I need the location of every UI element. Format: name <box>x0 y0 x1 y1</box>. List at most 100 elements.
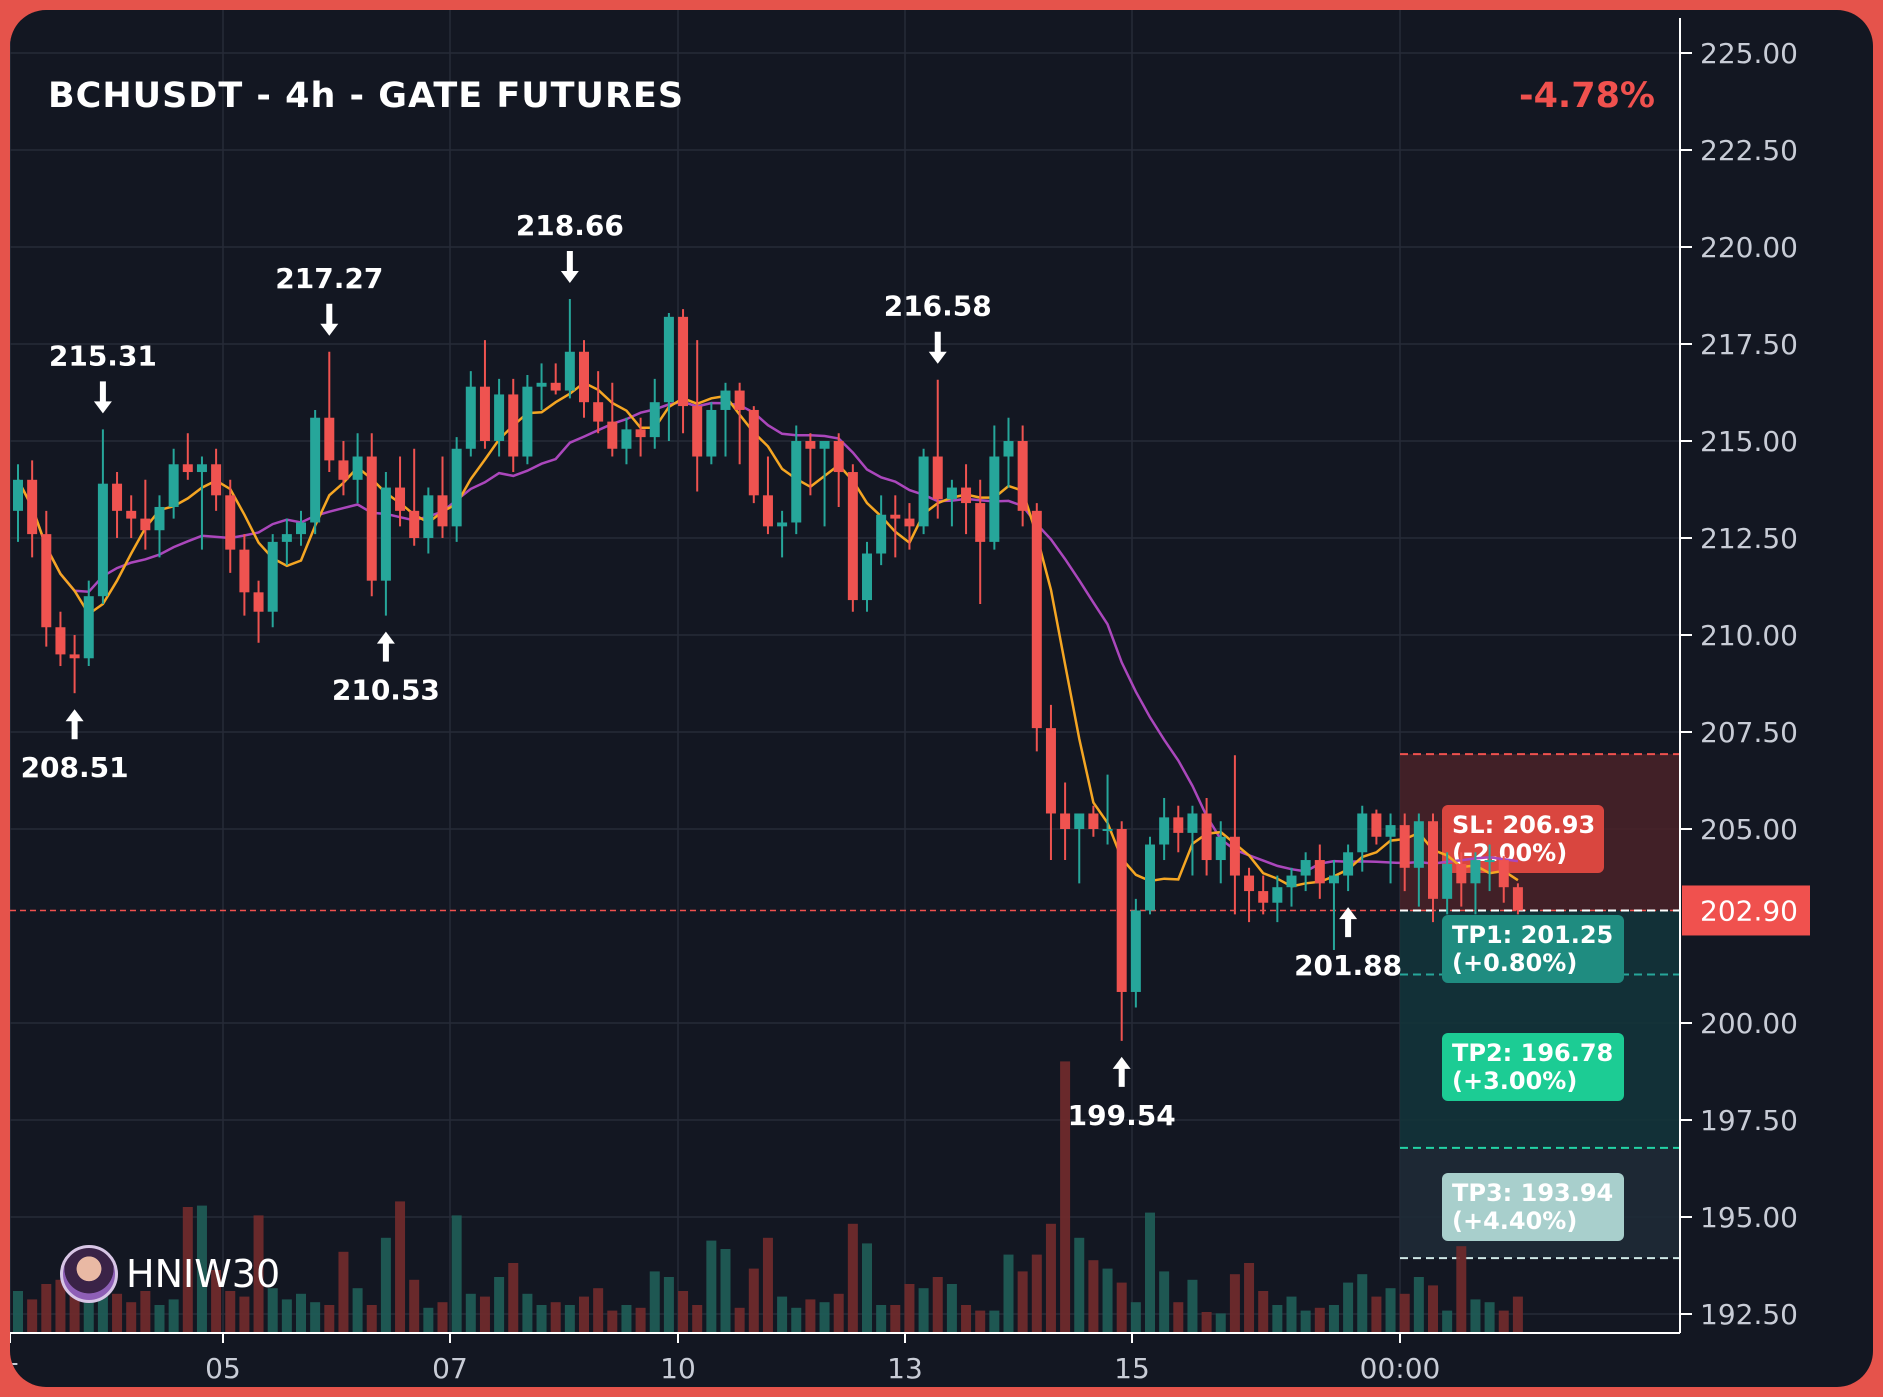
volume-bar <box>989 1310 1000 1333</box>
volume-bar <box>1456 1246 1467 1333</box>
volume-bar <box>791 1307 802 1333</box>
volume-bar <box>847 1223 858 1333</box>
candle-body <box>522 386 533 457</box>
volume-bar <box>833 1293 844 1333</box>
candle-body <box>1300 860 1311 876</box>
candle-body <box>720 390 731 410</box>
volume-bar <box>734 1307 745 1333</box>
candle-body <box>1413 821 1424 868</box>
volume-bar <box>748 1268 759 1333</box>
volume-bar <box>1130 1302 1141 1333</box>
up-arrow-icon <box>65 709 84 740</box>
level-pct: (-2.00%) <box>1452 839 1567 867</box>
level-pct: (+3.00%) <box>1452 1067 1577 1095</box>
volume-bar <box>550 1302 561 1333</box>
candle-body <box>380 487 391 581</box>
candle-body <box>451 448 462 527</box>
price-tick-label: 197.50 <box>1700 1104 1798 1137</box>
volume-bar <box>352 1288 363 1333</box>
candle-body <box>649 402 660 438</box>
candle-body <box>1399 825 1410 868</box>
candle-body <box>1003 441 1014 457</box>
candle-body <box>1512 887 1523 911</box>
volume-bar <box>366 1305 377 1333</box>
volume-bar <box>961 1305 972 1333</box>
volume-bar <box>1045 1223 1056 1333</box>
volume-bar <box>1074 1237 1085 1333</box>
volume-bar <box>564 1305 575 1333</box>
volume-bar <box>862 1243 872 1333</box>
time-tick-label: 15 <box>1114 1352 1150 1385</box>
candle-body <box>182 464 193 473</box>
price-tick-label: 217.50 <box>1700 328 1798 361</box>
volume-bar <box>522 1293 533 1333</box>
volume-bar <box>225 1291 236 1333</box>
volume-bar <box>437 1302 448 1333</box>
volume-bar <box>1286 1296 1297 1333</box>
candles <box>13 298 1523 1041</box>
volume-bar <box>1215 1313 1226 1333</box>
candle-body <box>748 409 759 496</box>
candle-body <box>409 510 420 538</box>
down-arrow-icon <box>320 303 339 336</box>
candle-body <box>1074 813 1085 829</box>
candle-body <box>168 464 179 507</box>
volume-bar <box>380 1237 391 1333</box>
volume-bar <box>55 1279 66 1333</box>
candle-body <box>1470 860 1481 884</box>
candle-body <box>1314 860 1325 884</box>
candle-body <box>607 421 618 449</box>
candle-body <box>1229 836 1240 876</box>
price-tick-label: 195.00 <box>1700 1201 1798 1234</box>
volume-bar <box>918 1288 929 1333</box>
candle-body <box>706 409 717 457</box>
up-arrow-icon <box>1112 1056 1131 1087</box>
volume-bar <box>1201 1312 1212 1333</box>
down-arrow-icon <box>560 250 579 283</box>
volume-bar <box>1102 1268 1113 1333</box>
time-tick-label: 07 <box>432 1352 468 1385</box>
volume-bar <box>1258 1291 1269 1333</box>
volume-bar <box>904 1284 915 1333</box>
volume-bar <box>1116 1282 1127 1333</box>
volume-bar <box>211 1270 222 1333</box>
candle-body <box>465 386 476 449</box>
candle-body <box>1328 875 1339 884</box>
candle-body <box>154 506 165 531</box>
volume-bar <box>1017 1271 1028 1333</box>
volume-bar <box>451 1215 462 1333</box>
volume-bar <box>1484 1302 1495 1333</box>
candle-body <box>593 402 604 422</box>
candle-body <box>1116 829 1127 992</box>
level-label: TP2: 196.78 <box>1452 1039 1613 1067</box>
volume-bar <box>932 1277 943 1333</box>
volume-bar <box>777 1296 788 1333</box>
time-tick-label: ᴛ <box>10 1352 18 1385</box>
candle-body <box>1484 860 1495 863</box>
volume-bar <box>975 1310 986 1333</box>
candle-body <box>1498 860 1509 888</box>
volume-bar <box>83 1282 94 1333</box>
volume-bar <box>182 1207 193 1333</box>
volume-bar <box>239 1296 250 1333</box>
candle-body <box>69 654 80 659</box>
candle-body <box>932 456 943 500</box>
low-label: 208.51 <box>21 751 129 784</box>
volume-bar <box>819 1302 830 1333</box>
volume-bar <box>1159 1271 1170 1333</box>
volume-bar <box>1244 1263 1255 1333</box>
candle-body <box>635 429 646 438</box>
volume-bar <box>593 1288 604 1333</box>
price-axis: 225.00 222.50 220.00 217.50 215.00 212.50 210.… <box>1679 18 1810 1333</box>
time-tick-label: 05 <box>205 1352 241 1385</box>
price-chart[interactable]: SL: 206.93(-2.00%) TP1: 201.25(+0.80%) TP2… <box>10 10 1873 1387</box>
candle-body <box>196 464 207 473</box>
candle-body <box>550 382 561 391</box>
volume-bar <box>536 1305 547 1333</box>
volume-bar <box>1328 1305 1339 1333</box>
price-tick-label: 215.00 <box>1700 425 1798 458</box>
volume-bar <box>423 1307 434 1333</box>
level-label-box <box>1442 1033 1624 1101</box>
volume-bar <box>678 1291 689 1333</box>
volume-bar <box>154 1305 165 1333</box>
